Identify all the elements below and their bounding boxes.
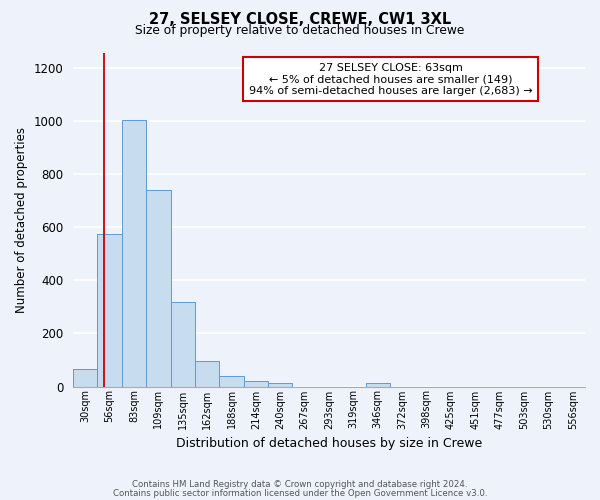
Bar bbox=[73, 369, 97, 386]
Text: 27, SELSEY CLOSE, CREWE, CW1 3XL: 27, SELSEY CLOSE, CREWE, CW1 3XL bbox=[149, 12, 451, 28]
Bar bbox=[220, 376, 244, 386]
Bar bbox=[97, 234, 122, 386]
Text: Contains public sector information licensed under the Open Government Licence v3: Contains public sector information licen… bbox=[113, 488, 487, 498]
Text: 27 SELSEY CLOSE: 63sqm
← 5% of detached houses are smaller (149)
94% of semi-det: 27 SELSEY CLOSE: 63sqm ← 5% of detached … bbox=[248, 62, 532, 96]
Bar bbox=[170, 302, 195, 386]
Y-axis label: Number of detached properties: Number of detached properties bbox=[15, 126, 28, 312]
Bar bbox=[365, 384, 390, 386]
Bar bbox=[146, 190, 170, 386]
Bar bbox=[195, 362, 220, 386]
Bar bbox=[268, 383, 292, 386]
Text: Contains HM Land Registry data © Crown copyright and database right 2024.: Contains HM Land Registry data © Crown c… bbox=[132, 480, 468, 489]
Bar bbox=[244, 380, 268, 386]
Text: Size of property relative to detached houses in Crewe: Size of property relative to detached ho… bbox=[136, 24, 464, 37]
Bar bbox=[122, 120, 146, 386]
X-axis label: Distribution of detached houses by size in Crewe: Distribution of detached houses by size … bbox=[176, 437, 482, 450]
